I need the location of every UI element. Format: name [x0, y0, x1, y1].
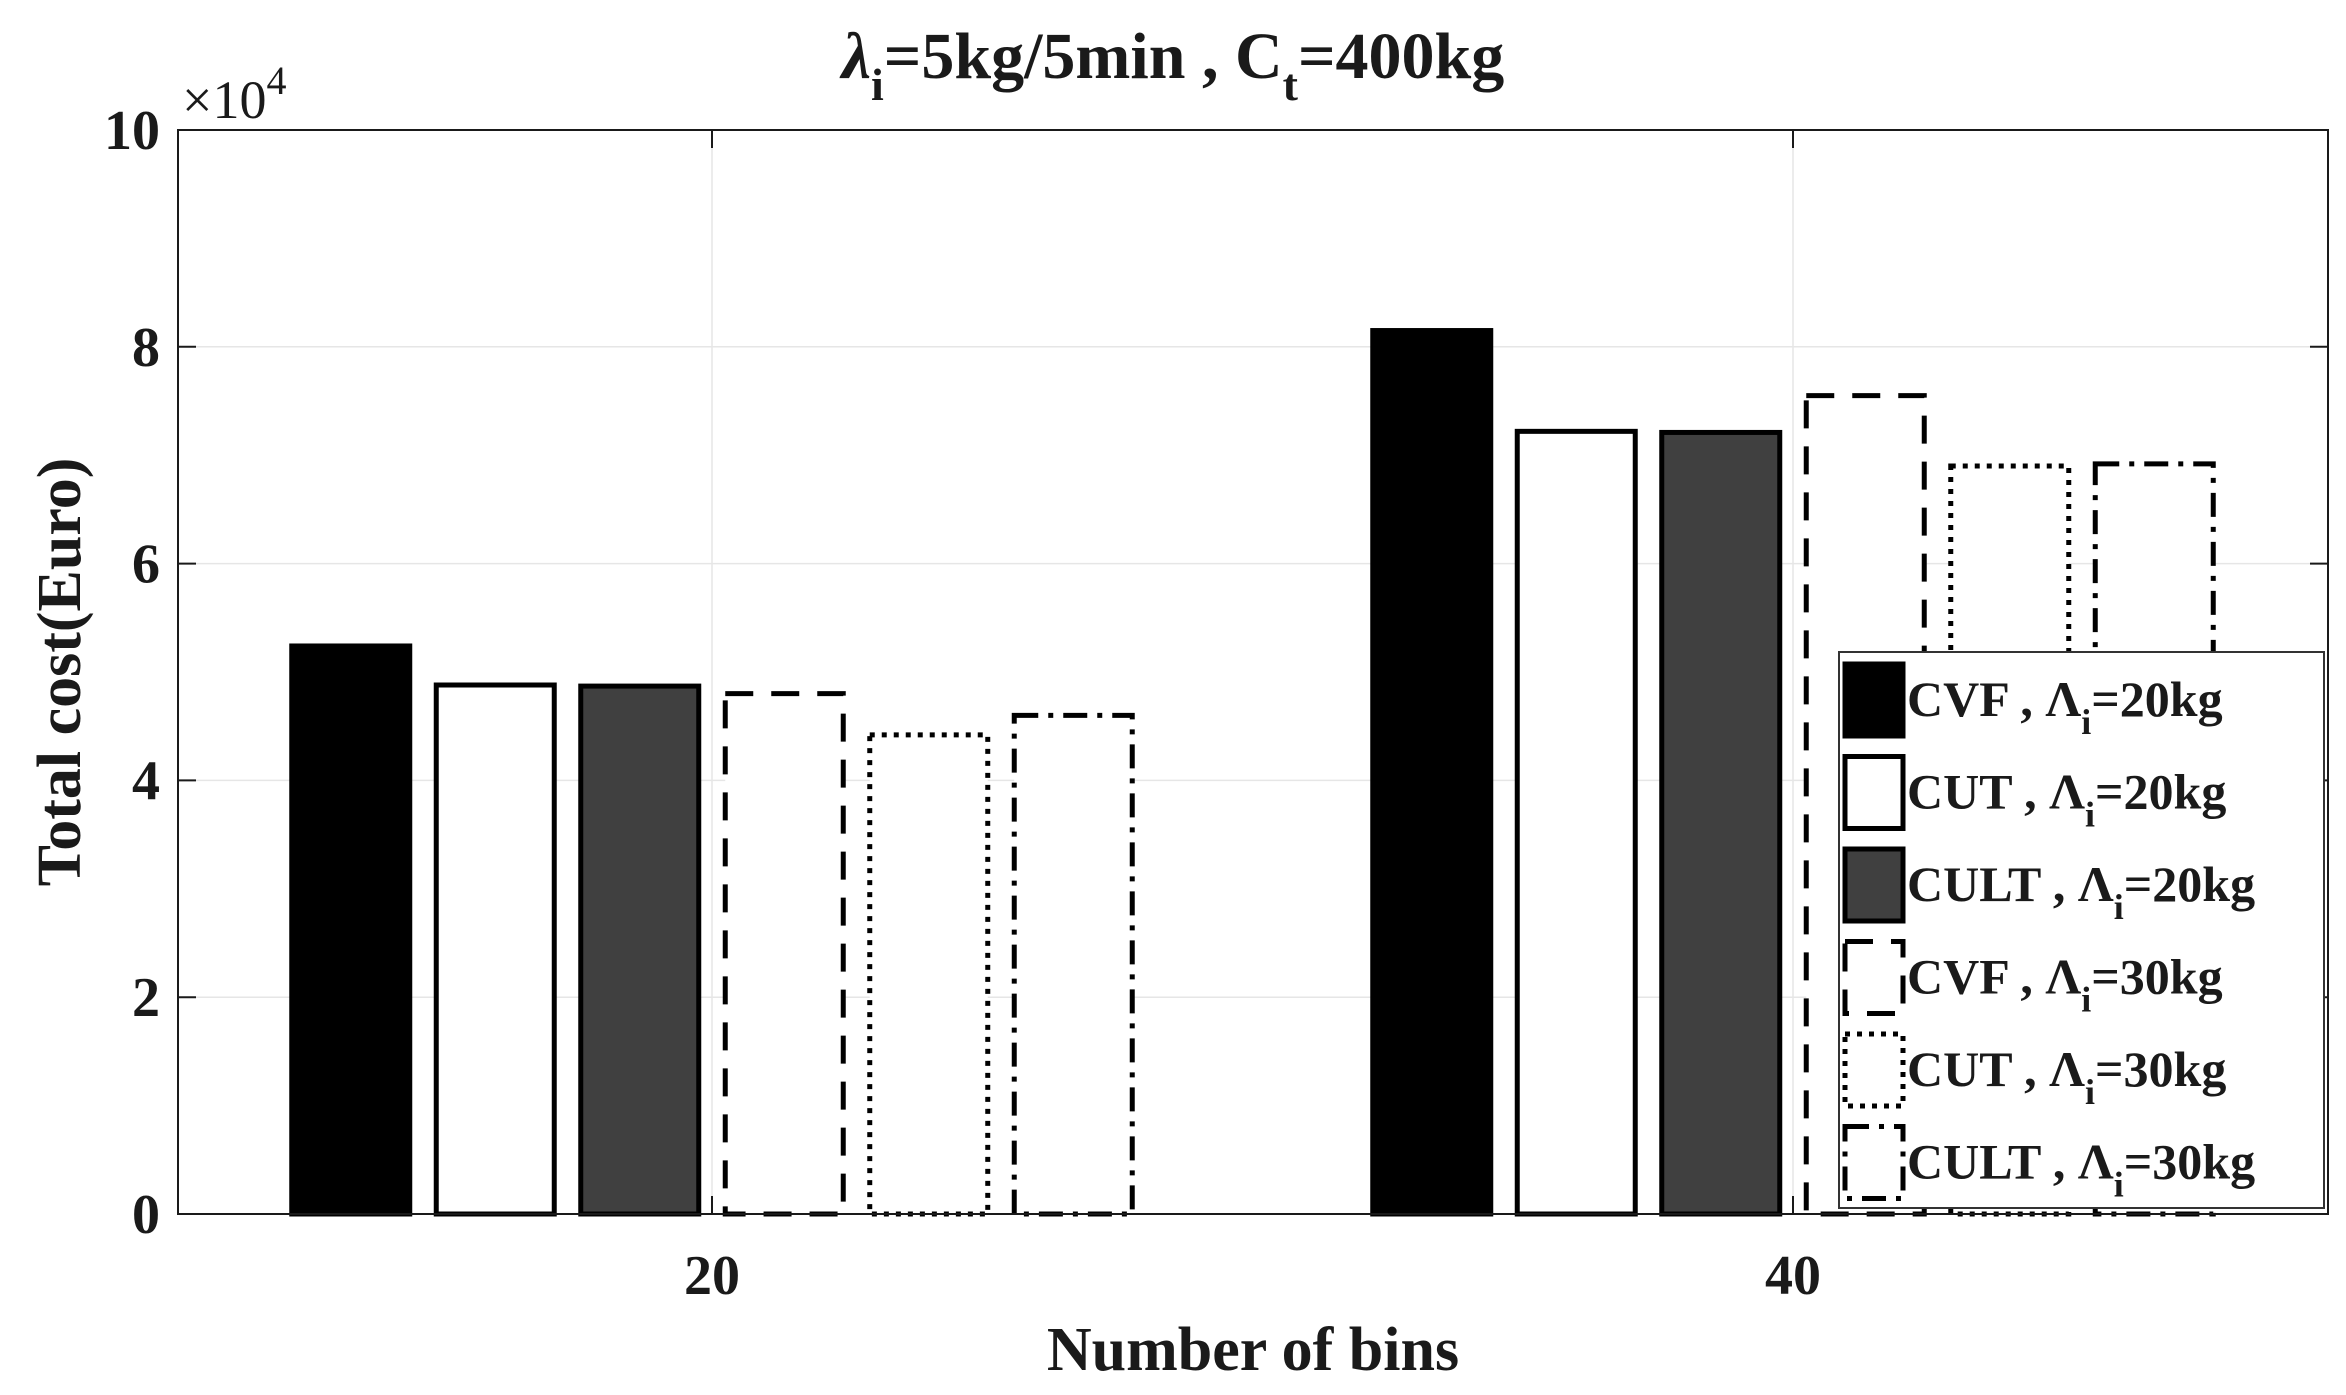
legend-label: CULT , Λi=20kg: [1907, 856, 2255, 927]
x-tick-label: 20: [684, 1245, 740, 1307]
legend-swatch: [1842, 1031, 1906, 1109]
y-tick-label: 10: [104, 100, 160, 162]
plot-frame: [177, 129, 2329, 1215]
legend-label: CUT , Λi=20kg: [1907, 764, 2226, 835]
bar-cut-i-20kg-40: [1514, 428, 1638, 1217]
legend-label: CVF , Λi=30kg: [1907, 949, 2223, 1020]
y-tick-label: 4: [132, 750, 160, 812]
y-tick-label: 2: [132, 967, 160, 1029]
x-axis-label: Number of bins: [1047, 1316, 1459, 1384]
chart-title: λi=5kg/5min , Ct=400kg: [839, 20, 1505, 110]
legend-swatch: [1842, 754, 1906, 831]
bar-cvf-i-20kg-40: [1370, 328, 1494, 1217]
bar-cvf-i-30kg-20: [722, 691, 846, 1217]
legend-label: CUT , Λi=30kg: [1907, 1041, 2226, 1112]
bar-cult-i-30kg-20: [1011, 712, 1135, 1217]
y-axis-label: Total cost(Euro): [26, 458, 94, 887]
bar-cult-i-20kg-20: [578, 683, 702, 1217]
bar-cvf-i-20kg-20: [289, 643, 413, 1217]
y-tick-label: 8: [132, 317, 160, 379]
ticks-layer: 0 2 4 6 8 10 20 40: [104, 100, 2328, 1307]
y-tick-label: 6: [132, 534, 160, 596]
legend-label: CULT , Λi=30kg: [1907, 1134, 2255, 1205]
legend-swatch: [1842, 1124, 1906, 1201]
y-tick-label: 0: [132, 1184, 160, 1246]
bar-cult-i-20kg-40: [1659, 429, 1783, 1217]
legend-swatch: [1842, 661, 1906, 739]
legend-box: [1838, 651, 2325, 1209]
x-tick-label: 40: [1765, 1245, 1821, 1307]
legend-swatch: [1842, 846, 1906, 924]
legend: CVF , Λi=20kg CUT , Λi=20kg CULT , Λi=20kg…: [1838, 651, 2325, 1209]
legend-label: CVF , Λi=20kg: [1907, 671, 2223, 742]
bar-cut-i-20kg-20: [433, 682, 557, 1217]
legend-swatch: [1842, 939, 1906, 1016]
bar-cut-i-30kg-20: [867, 732, 991, 1217]
y-exponent-label: ×104: [182, 58, 286, 130]
